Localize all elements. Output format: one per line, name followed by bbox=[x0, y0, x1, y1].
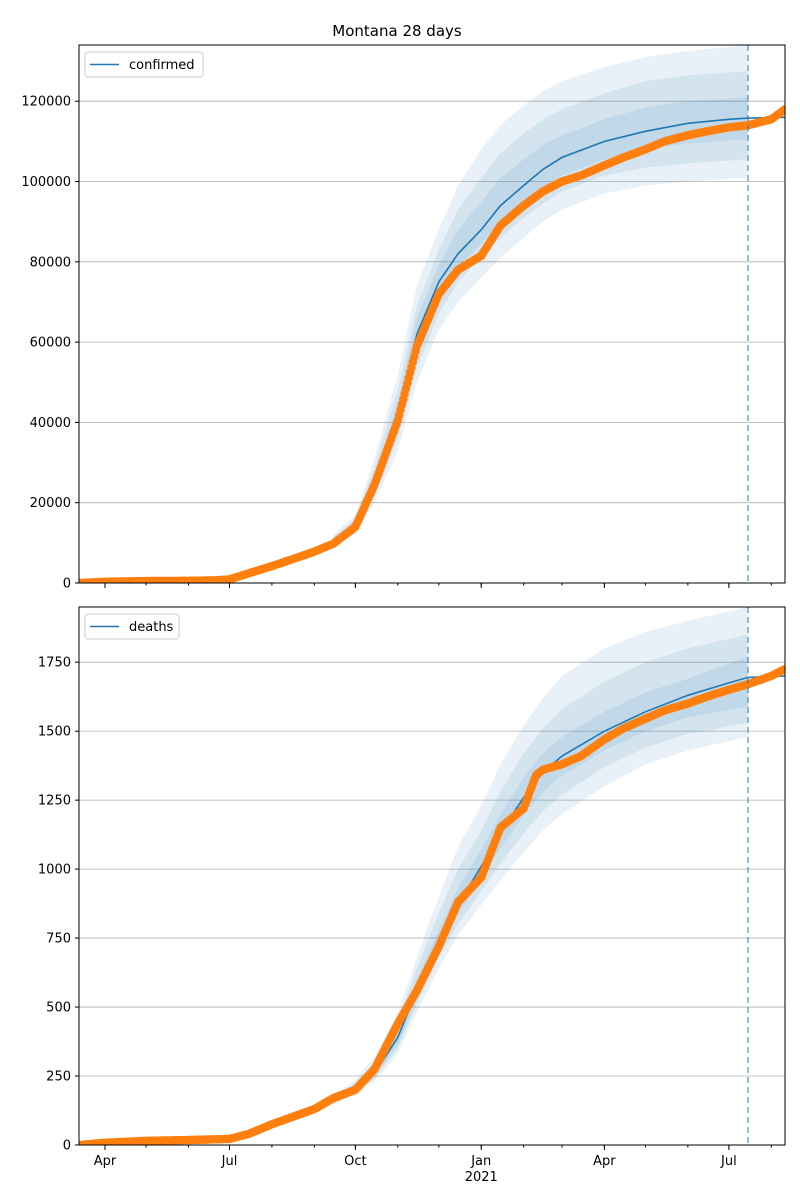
confirmed-uncertainty-band bbox=[333, 45, 749, 545]
x-axis: Apr Jul Oct Jan Apr Jul 2021 bbox=[94, 1154, 737, 1185]
deaths-observed-point bbox=[780, 664, 785, 674]
confirmed-ytick-label: 120000 bbox=[21, 95, 71, 110]
confirmed-ytick-label: 80000 bbox=[30, 255, 71, 270]
deaths-uncertainty-band bbox=[333, 634, 749, 1104]
confirmed-uncertainty-band bbox=[333, 71, 749, 543]
deaths-uncertainty-band bbox=[333, 607, 749, 1105]
confirmed-observed-series bbox=[79, 105, 785, 583]
xtick-label: Jul bbox=[221, 1154, 238, 1169]
deaths-observed-series bbox=[79, 664, 785, 1145]
deaths-ytick-label: 1750 bbox=[38, 656, 71, 671]
confirmed-ytick-label: 0 bbox=[63, 577, 71, 592]
deaths-legend-box bbox=[84, 613, 180, 640]
xtick-label: Jul bbox=[720, 1154, 737, 1169]
xtick-year-label: 2021 bbox=[465, 1170, 498, 1185]
deaths-ytick-label: 1500 bbox=[38, 725, 71, 740]
confirmed-observed-point bbox=[780, 105, 785, 114]
confirmed-panel: 0 20000 40000 60000 80000 100000 120000 confirm… bbox=[21, 44, 786, 592]
confirmed-legend-label: confirmed bbox=[129, 58, 195, 73]
deaths-panel: 0 250 500 750 1000 1250 1500 1750 deaths bbox=[38, 606, 786, 1154]
deaths-ytick-label: 0 bbox=[63, 1139, 71, 1154]
xtick-label: Apr bbox=[94, 1154, 117, 1169]
confirmed-ytick-label: 100000 bbox=[21, 175, 71, 190]
confirmed-legend-box bbox=[84, 51, 204, 78]
deaths-ytick-label: 250 bbox=[46, 1070, 71, 1085]
deaths-axes-frame bbox=[78, 606, 786, 1146]
confirmed-uncertainty-band bbox=[333, 97, 749, 542]
confirmed-ytick-label: 40000 bbox=[30, 416, 71, 431]
confirmed-ytick-label: 20000 bbox=[30, 496, 71, 511]
xtick-label: Oct bbox=[344, 1154, 366, 1169]
xtick-label: Jan bbox=[470, 1154, 491, 1169]
confirmed-ytick-label: 60000 bbox=[30, 336, 71, 351]
xtick-label: Apr bbox=[593, 1154, 616, 1169]
deaths-legend-label: deaths bbox=[129, 620, 174, 635]
confirmed-axes-frame bbox=[78, 44, 786, 584]
deaths-ytick-label: 1250 bbox=[38, 794, 71, 809]
deaths-legend: deaths bbox=[84, 613, 180, 640]
deaths-ytick-label: 500 bbox=[46, 1001, 71, 1016]
confirmed-legend: confirmed bbox=[84, 51, 204, 78]
deaths-ytick-label: 1000 bbox=[38, 863, 71, 878]
chart-title: Montana 28 days bbox=[332, 22, 462, 40]
deaths-ytick-label: 750 bbox=[46, 932, 71, 947]
